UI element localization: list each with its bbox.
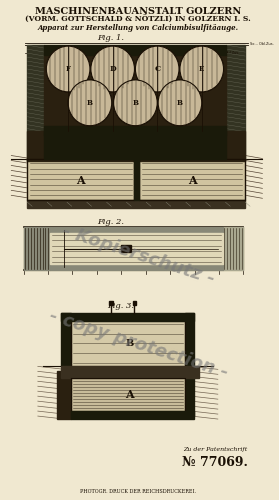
Text: Zu der Patentschrift: Zu der Patentschrift: [183, 447, 247, 452]
Polygon shape: [185, 312, 194, 396]
Text: Apparat zur Herstellung von Calciumbisulfitäauge.: Apparat zur Herstellung von Calciumbisul…: [38, 24, 239, 32]
Circle shape: [46, 46, 90, 92]
Polygon shape: [226, 45, 245, 160]
Polygon shape: [71, 411, 194, 419]
Polygon shape: [27, 158, 134, 200]
Circle shape: [135, 46, 179, 92]
Text: B: B: [133, 99, 138, 107]
Polygon shape: [27, 200, 245, 208]
Circle shape: [46, 46, 90, 92]
Text: F: F: [66, 65, 71, 73]
Text: A: A: [188, 175, 197, 186]
Text: C: C: [154, 65, 160, 73]
Polygon shape: [27, 45, 44, 160]
Circle shape: [180, 46, 223, 92]
Text: Auf.Zus.: Auf.Zus.: [226, 51, 241, 55]
Polygon shape: [61, 312, 71, 366]
Polygon shape: [109, 300, 113, 304]
Circle shape: [91, 46, 134, 92]
Circle shape: [180, 46, 223, 92]
Polygon shape: [44, 55, 226, 130]
Polygon shape: [27, 130, 245, 160]
Text: Fig. 3.: Fig. 3.: [107, 302, 134, 310]
Circle shape: [158, 80, 202, 126]
Polygon shape: [44, 130, 226, 158]
Polygon shape: [24, 227, 50, 270]
Text: So... Obl.Zus.: So... Obl.Zus.: [250, 42, 274, 46]
Text: - Kopierschutz -: - Kopierschutz -: [60, 222, 217, 288]
Polygon shape: [133, 300, 136, 304]
Text: B: B: [177, 99, 183, 107]
Polygon shape: [71, 320, 185, 366]
Circle shape: [68, 80, 112, 126]
Polygon shape: [50, 233, 223, 264]
Polygon shape: [134, 158, 139, 200]
Text: A: A: [126, 389, 134, 400]
Polygon shape: [185, 396, 194, 416]
Polygon shape: [44, 126, 226, 136]
Polygon shape: [50, 264, 223, 270]
Polygon shape: [139, 158, 245, 200]
Circle shape: [135, 46, 179, 92]
Polygon shape: [121, 244, 131, 252]
Polygon shape: [71, 378, 185, 411]
Polygon shape: [61, 312, 194, 320]
Text: B: B: [126, 339, 134, 348]
Text: Fig. 2.: Fig. 2.: [97, 218, 124, 226]
Polygon shape: [24, 227, 244, 270]
Circle shape: [158, 80, 202, 126]
Text: B: B: [87, 99, 93, 107]
Circle shape: [68, 80, 112, 126]
Polygon shape: [61, 366, 199, 378]
Text: - copy protection -: - copy protection -: [47, 307, 230, 382]
Text: PHOTOGR. DRUCK DER REICHSDRUCKEREI.: PHOTOGR. DRUCK DER REICHSDRUCKEREI.: [80, 488, 196, 494]
Circle shape: [91, 46, 134, 92]
Polygon shape: [57, 372, 71, 419]
Text: A: A: [76, 175, 85, 186]
Text: № 77069.: № 77069.: [182, 456, 248, 469]
Circle shape: [114, 80, 157, 126]
Text: D: D: [109, 65, 116, 73]
Text: MASCHINENBAUANSTALT GOLZERN: MASCHINENBAUANSTALT GOLZERN: [35, 8, 241, 16]
Polygon shape: [50, 227, 223, 233]
Text: E: E: [199, 65, 205, 73]
Text: (VORM. GOTTSCHALD & NÖTZLI) IN GOLZERN I. S.: (VORM. GOTTSCHALD & NÖTZLI) IN GOLZERN I…: [25, 16, 251, 24]
Polygon shape: [44, 45, 226, 55]
Text: Fig. 1.: Fig. 1.: [97, 34, 124, 42]
Circle shape: [114, 80, 157, 126]
Polygon shape: [223, 227, 244, 270]
